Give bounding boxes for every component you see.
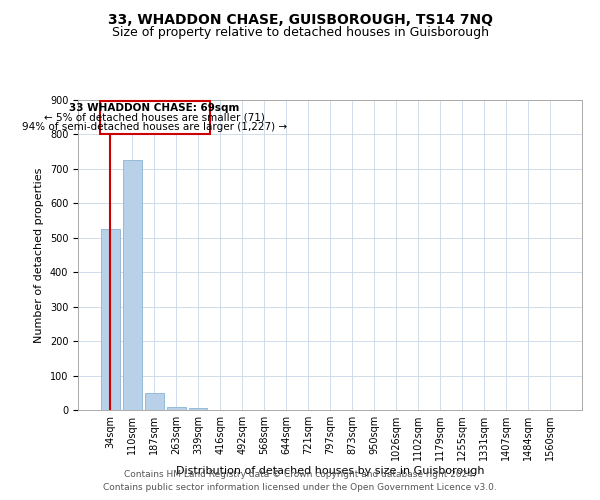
Bar [123, 160, 142, 410]
Text: Size of property relative to detached houses in Guisborough: Size of property relative to detached ho… [112, 26, 488, 39]
Bar [189, 408, 208, 410]
Text: ← 5% of detached houses are smaller (71): ← 5% of detached houses are smaller (71) [44, 112, 265, 122]
Text: Contains HM Land Registry data © Crown copyright and database right 2024.
Contai: Contains HM Land Registry data © Crown c… [103, 470, 497, 492]
Y-axis label: Number of detached properties: Number of detached properties [34, 168, 44, 342]
Text: 33, WHADDON CHASE, GUISBOROUGH, TS14 7NQ: 33, WHADDON CHASE, GUISBOROUGH, TS14 7NQ [107, 12, 493, 26]
Text: 94% of semi-detached houses are larger (1,227) →: 94% of semi-detached houses are larger (… [22, 122, 287, 132]
Bar [145, 393, 164, 410]
Bar [167, 406, 185, 410]
X-axis label: Distribution of detached houses by size in Guisborough: Distribution of detached houses by size … [176, 466, 484, 476]
Text: 33 WHADDON CHASE: 69sqm: 33 WHADDON CHASE: 69sqm [70, 104, 240, 114]
Bar [100, 100, 209, 134]
Bar [101, 229, 119, 410]
